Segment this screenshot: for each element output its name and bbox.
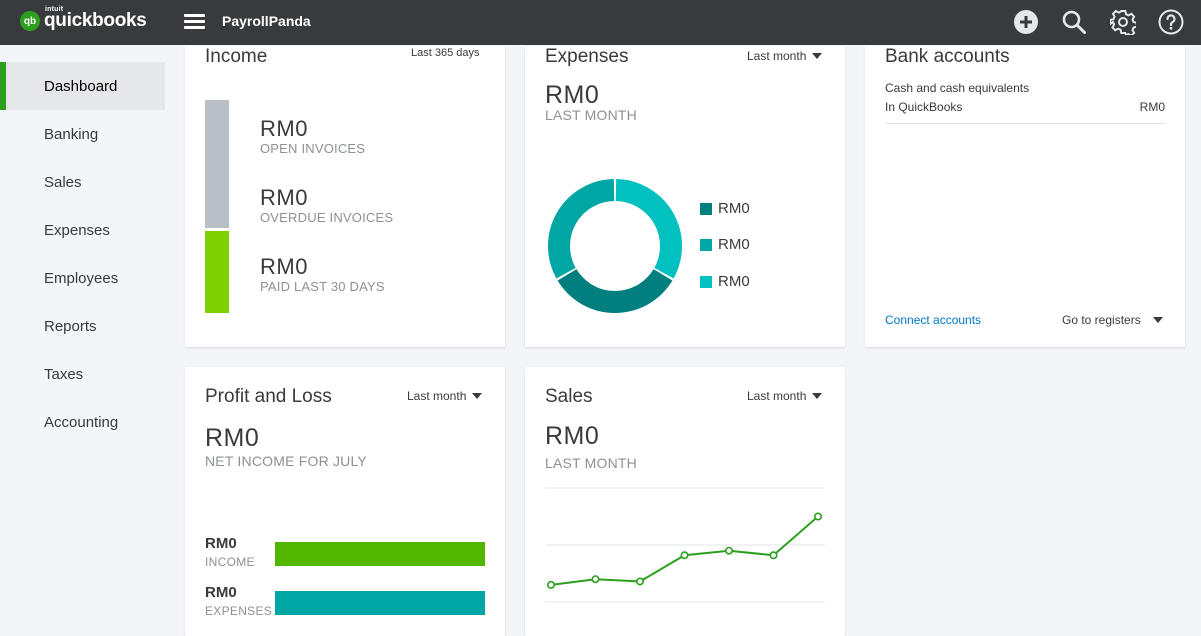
overdue-invoices-label: OVERDUE INVOICES xyxy=(260,210,394,225)
income-period[interactable]: Last 365 days xyxy=(411,47,480,59)
net-income-value: RM0 xyxy=(205,424,260,452)
income-unpaid-bar[interactable] xyxy=(205,100,229,228)
sales-period-label: Last month xyxy=(747,389,807,403)
donut-segment-1[interactable] xyxy=(615,179,682,279)
gear-icon[interactable] xyxy=(1110,9,1136,35)
pnl-income-value: RM0 xyxy=(205,535,237,552)
hamburger-menu-icon[interactable] xyxy=(184,14,205,30)
legend-swatch xyxy=(700,238,712,251)
sales-title: Sales xyxy=(545,386,593,407)
sales-data-point[interactable] xyxy=(591,575,600,584)
bank-row-label: In QuickBooks xyxy=(885,100,963,114)
chevron-down-icon xyxy=(812,393,823,399)
legend-value: RM0 xyxy=(718,236,750,253)
sales-data-point[interactable] xyxy=(725,546,734,555)
expenses-donut-chart[interactable] xyxy=(545,176,685,316)
expenses-title: Expenses xyxy=(545,46,629,67)
income-title: Income xyxy=(205,46,268,67)
sidebar-item-banking[interactable]: Banking xyxy=(44,125,99,143)
expenses-period-dropdown[interactable]: Last month xyxy=(747,49,823,63)
legend-swatch xyxy=(700,202,712,215)
sales-series-line xyxy=(550,515,819,586)
sales-data-point[interactable] xyxy=(636,577,645,586)
sales-value: RM0 xyxy=(545,422,600,450)
profit-loss-card: Profit and Loss Last month RM0 NET INCOM… xyxy=(185,367,505,636)
pnl-period-dropdown[interactable]: Last month xyxy=(407,389,483,403)
pnl-expenses-value: RM0 xyxy=(205,584,237,601)
sales-line-chart[interactable] xyxy=(545,484,825,636)
income-paid-bar[interactable] xyxy=(205,231,229,313)
bank-row[interactable]: In QuickBooks RM0 xyxy=(885,100,1165,124)
quickbooks-logo[interactable]: qb intuit quickbooks xyxy=(20,6,147,32)
help-icon[interactable] xyxy=(1158,9,1184,35)
sales-card: Sales Last month RM0 LAST MONTH xyxy=(525,367,845,636)
expenses-period-label: Last month xyxy=(747,49,807,63)
bank-accounts-title: Bank accounts xyxy=(885,46,1010,67)
expenses-legend-item-2[interactable]: RM0 xyxy=(700,236,750,253)
go-to-registers-label: Go to registers xyxy=(1062,313,1141,327)
sidebar-item-accounting[interactable]: Accounting xyxy=(44,413,119,431)
pnl-expenses-bar[interactable] xyxy=(275,591,485,615)
connect-accounts-link[interactable]: Connect accounts xyxy=(885,313,982,327)
profit-loss-title: Profit and Loss xyxy=(205,386,332,407)
overdue-invoices-value[interactable]: RM0 xyxy=(260,185,308,210)
pnl-period-label: Last month xyxy=(407,389,467,403)
top-bar: qb intuit quickbooks PayrollPanda xyxy=(0,0,1201,45)
donut-segment-2[interactable] xyxy=(557,268,673,313)
logo-intuit-text: intuit xyxy=(45,6,64,13)
expenses-legend-item-3[interactable]: RM0 xyxy=(700,273,750,290)
pnl-income-label: INCOME xyxy=(205,555,255,569)
sidebar-item-taxes[interactable]: Taxes xyxy=(44,365,84,383)
logo-wordmark: intuit quickbooks xyxy=(44,6,147,32)
expenses-value: RM0 xyxy=(545,81,600,109)
expenses-sub-label: LAST MONTH xyxy=(545,107,637,123)
sidebar-item-employees[interactable]: Employees xyxy=(44,269,119,287)
expenses-card: Expenses Last month RM0 LAST MONTH RM0 R… xyxy=(525,46,845,347)
open-invoices-value[interactable]: RM0 xyxy=(260,116,308,141)
chevron-down-icon xyxy=(472,393,483,399)
donut-segment-3[interactable] xyxy=(548,179,615,279)
cash-equivalents-heading: Cash and cash equivalents xyxy=(885,81,1030,95)
search-icon[interactable] xyxy=(1061,9,1087,35)
sidebar-item-dashboard[interactable]: Dashboard xyxy=(0,62,165,110)
sales-data-point[interactable] xyxy=(769,551,778,560)
go-to-registers-dropdown[interactable]: Go to registers xyxy=(1062,313,1163,327)
bank-accounts-card: Bank accounts Cash and cash equivalents … xyxy=(865,46,1185,347)
expenses-legend-item-1[interactable]: RM0 xyxy=(700,200,750,217)
sales-data-point[interactable] xyxy=(680,551,689,560)
sales-period-dropdown[interactable]: Last month xyxy=(747,389,823,403)
logo-quickbooks-text: quickbooks xyxy=(44,10,147,31)
paid-last-30-label: PAID LAST 30 DAYS xyxy=(260,279,385,294)
net-income-label: NET INCOME FOR JULY xyxy=(205,453,367,469)
legend-value: RM0 xyxy=(718,200,750,217)
legend-value: RM0 xyxy=(718,273,750,290)
legend-swatch xyxy=(700,275,712,288)
chevron-down-icon xyxy=(1152,317,1163,323)
sales-data-point[interactable] xyxy=(546,580,556,589)
pnl-income-bar[interactable] xyxy=(275,542,485,566)
plus-circle-icon[interactable] xyxy=(1013,9,1039,35)
sidebar-nav: Dashboard Banking Sales Expenses Employe… xyxy=(0,62,165,446)
chevron-down-icon xyxy=(812,53,823,59)
sidebar-item-sales[interactable]: Sales xyxy=(44,173,82,191)
paid-last-30-value[interactable]: RM0 xyxy=(260,254,308,279)
pnl-expenses-label: EXPENSES xyxy=(205,604,273,618)
sidebar-item-reports[interactable]: Reports xyxy=(44,317,97,335)
bank-row-value: RM0 xyxy=(1139,100,1165,114)
sales-data-point[interactable] xyxy=(813,512,822,521)
sidebar-item-expenses[interactable]: Expenses xyxy=(44,221,110,239)
sales-sub-label: LAST MONTH xyxy=(545,455,637,471)
company-name: PayrollPanda xyxy=(222,13,311,29)
qb-logo-icon: qb xyxy=(20,11,40,31)
income-card: Income Last 365 days RM0 OPEN INVOICES R… xyxy=(185,46,505,347)
open-invoices-label: OPEN INVOICES xyxy=(260,141,366,156)
